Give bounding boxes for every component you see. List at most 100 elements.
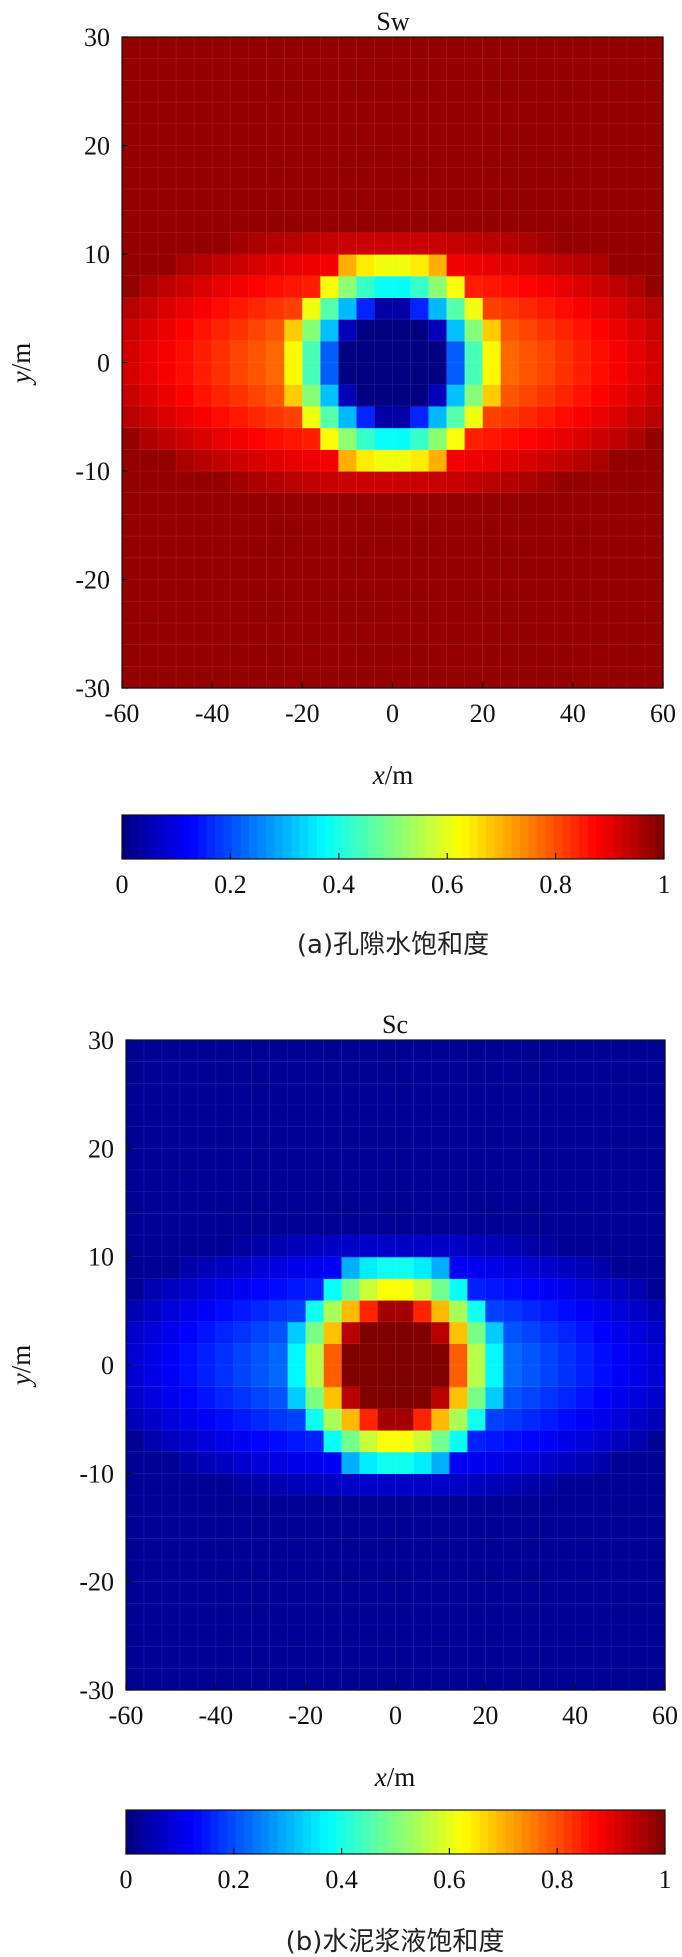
heatmap-cell [464, 405, 484, 429]
heatmap-cell [554, 644, 574, 667]
heatmap-cell [126, 1148, 145, 1171]
heatmap-cell [233, 1300, 253, 1323]
heatmap-cell [590, 471, 610, 494]
heatmap-cell [212, 37, 231, 60]
heatmap-cell [323, 1668, 343, 1691]
heatmap-cell [449, 1191, 468, 1214]
heatmap-cell [194, 666, 213, 689]
heatmap-cell [233, 1321, 253, 1344]
x-tick-label: -40 [195, 699, 230, 728]
heatmap-cell [233, 1105, 253, 1128]
heatmap-cell [377, 1300, 397, 1323]
heatmap-cell [287, 1408, 307, 1431]
heatmap-cell [428, 622, 448, 646]
heatmap-cell [500, 188, 520, 212]
heatmap-cell [467, 1040, 486, 1063]
heatmap-cell [503, 1430, 522, 1453]
heatmap-cell [593, 1581, 612, 1604]
heatmap-cell [446, 644, 466, 667]
heatmap-cell [572, 622, 592, 646]
colorbar-swatch [656, 1810, 666, 1854]
heatmap-cell [176, 666, 195, 689]
heatmap-cell [467, 1646, 486, 1669]
heatmap-cell [590, 601, 610, 624]
heatmap-cell [230, 297, 249, 320]
x-tick-label: 60 [652, 1701, 678, 1730]
heatmap-cell [233, 1343, 253, 1366]
heatmap-cell [539, 1538, 558, 1561]
heatmap-cell [377, 1430, 397, 1453]
heatmap-cell [428, 188, 448, 212]
heatmap-cell [647, 1560, 666, 1583]
heatmap-cell [395, 1538, 415, 1561]
heatmap-cell [608, 210, 628, 233]
heatmap-cell [143, 1256, 163, 1279]
heatmap-cell [341, 1473, 361, 1496]
heatmap-cell [194, 579, 213, 602]
heatmap-cell [338, 188, 358, 212]
heatmap-cell [647, 1603, 666, 1626]
heatmap-cell [374, 188, 394, 212]
heatmap-cell [251, 1278, 271, 1301]
heatmap-cell [446, 167, 466, 190]
heatmap-cell [611, 1256, 630, 1279]
colorbar-swatch [452, 815, 462, 859]
heatmap-cell [359, 1300, 379, 1323]
heatmap-cell [305, 1343, 325, 1366]
heatmap-cell [356, 405, 376, 429]
heatmap-cell [374, 449, 394, 472]
heatmap-cell [431, 1321, 450, 1344]
heatmap-cell [359, 1343, 379, 1366]
heatmap-cell [287, 1386, 307, 1409]
heatmap-cell [356, 210, 376, 233]
heatmap-cell [323, 1278, 343, 1301]
heatmap-cell [500, 449, 520, 472]
heatmap-cell [539, 1300, 558, 1323]
heatmap-cell [338, 536, 358, 559]
heatmap-cell [269, 1516, 289, 1539]
heatmap-cell [572, 319, 592, 342]
heatmap-cell [539, 1105, 558, 1128]
heatmap-cell [575, 1386, 594, 1409]
heatmap-cell [126, 1365, 145, 1388]
colorbar-swatch [193, 1810, 203, 1854]
heatmap-cell [356, 666, 376, 689]
heatmap-cell [521, 1300, 540, 1323]
heatmap-cell [212, 102, 231, 125]
heatmap-cell [464, 471, 484, 494]
heatmap-cell [572, 123, 592, 147]
heatmap-cell [521, 1473, 540, 1496]
heatmap-cell [158, 319, 177, 342]
heatmap-cell [215, 1538, 235, 1561]
heatmap-cell [143, 1126, 163, 1149]
heatmap-cell [140, 514, 159, 537]
heatmap-cell [287, 1191, 307, 1214]
heatmap-cell [521, 1105, 540, 1128]
heatmap-cell [176, 514, 195, 537]
heatmap-cell [446, 319, 466, 342]
heatmap-cell [644, 492, 664, 515]
heatmap-cell [449, 1451, 468, 1474]
heatmap-cell [161, 1581, 181, 1604]
heatmap-cell [251, 1495, 271, 1518]
heatmap-cell [341, 1148, 361, 1171]
heatmap-cell [158, 210, 177, 233]
heatmap-cell [557, 1321, 576, 1344]
heatmap-cell [230, 319, 249, 342]
heatmap-cell [611, 1516, 630, 1539]
heatmap-cell [485, 1625, 504, 1648]
heatmap-cell [320, 384, 339, 407]
heatmap-cell [194, 102, 213, 125]
heatmap-cell [302, 471, 321, 494]
heatmap-cell [395, 1581, 415, 1604]
heatmap-cell [356, 384, 376, 407]
colorbar-swatch [294, 1810, 304, 1854]
heatmap-cell [467, 1300, 486, 1323]
heatmap-cell [179, 1473, 199, 1496]
x-tick-label: -60 [109, 1701, 144, 1730]
heatmap-cell [572, 579, 592, 602]
heatmap-cell [467, 1213, 486, 1236]
heatmap-cell [215, 1581, 235, 1604]
heatmap-cell [302, 405, 321, 429]
heatmap-cell [575, 1105, 594, 1128]
